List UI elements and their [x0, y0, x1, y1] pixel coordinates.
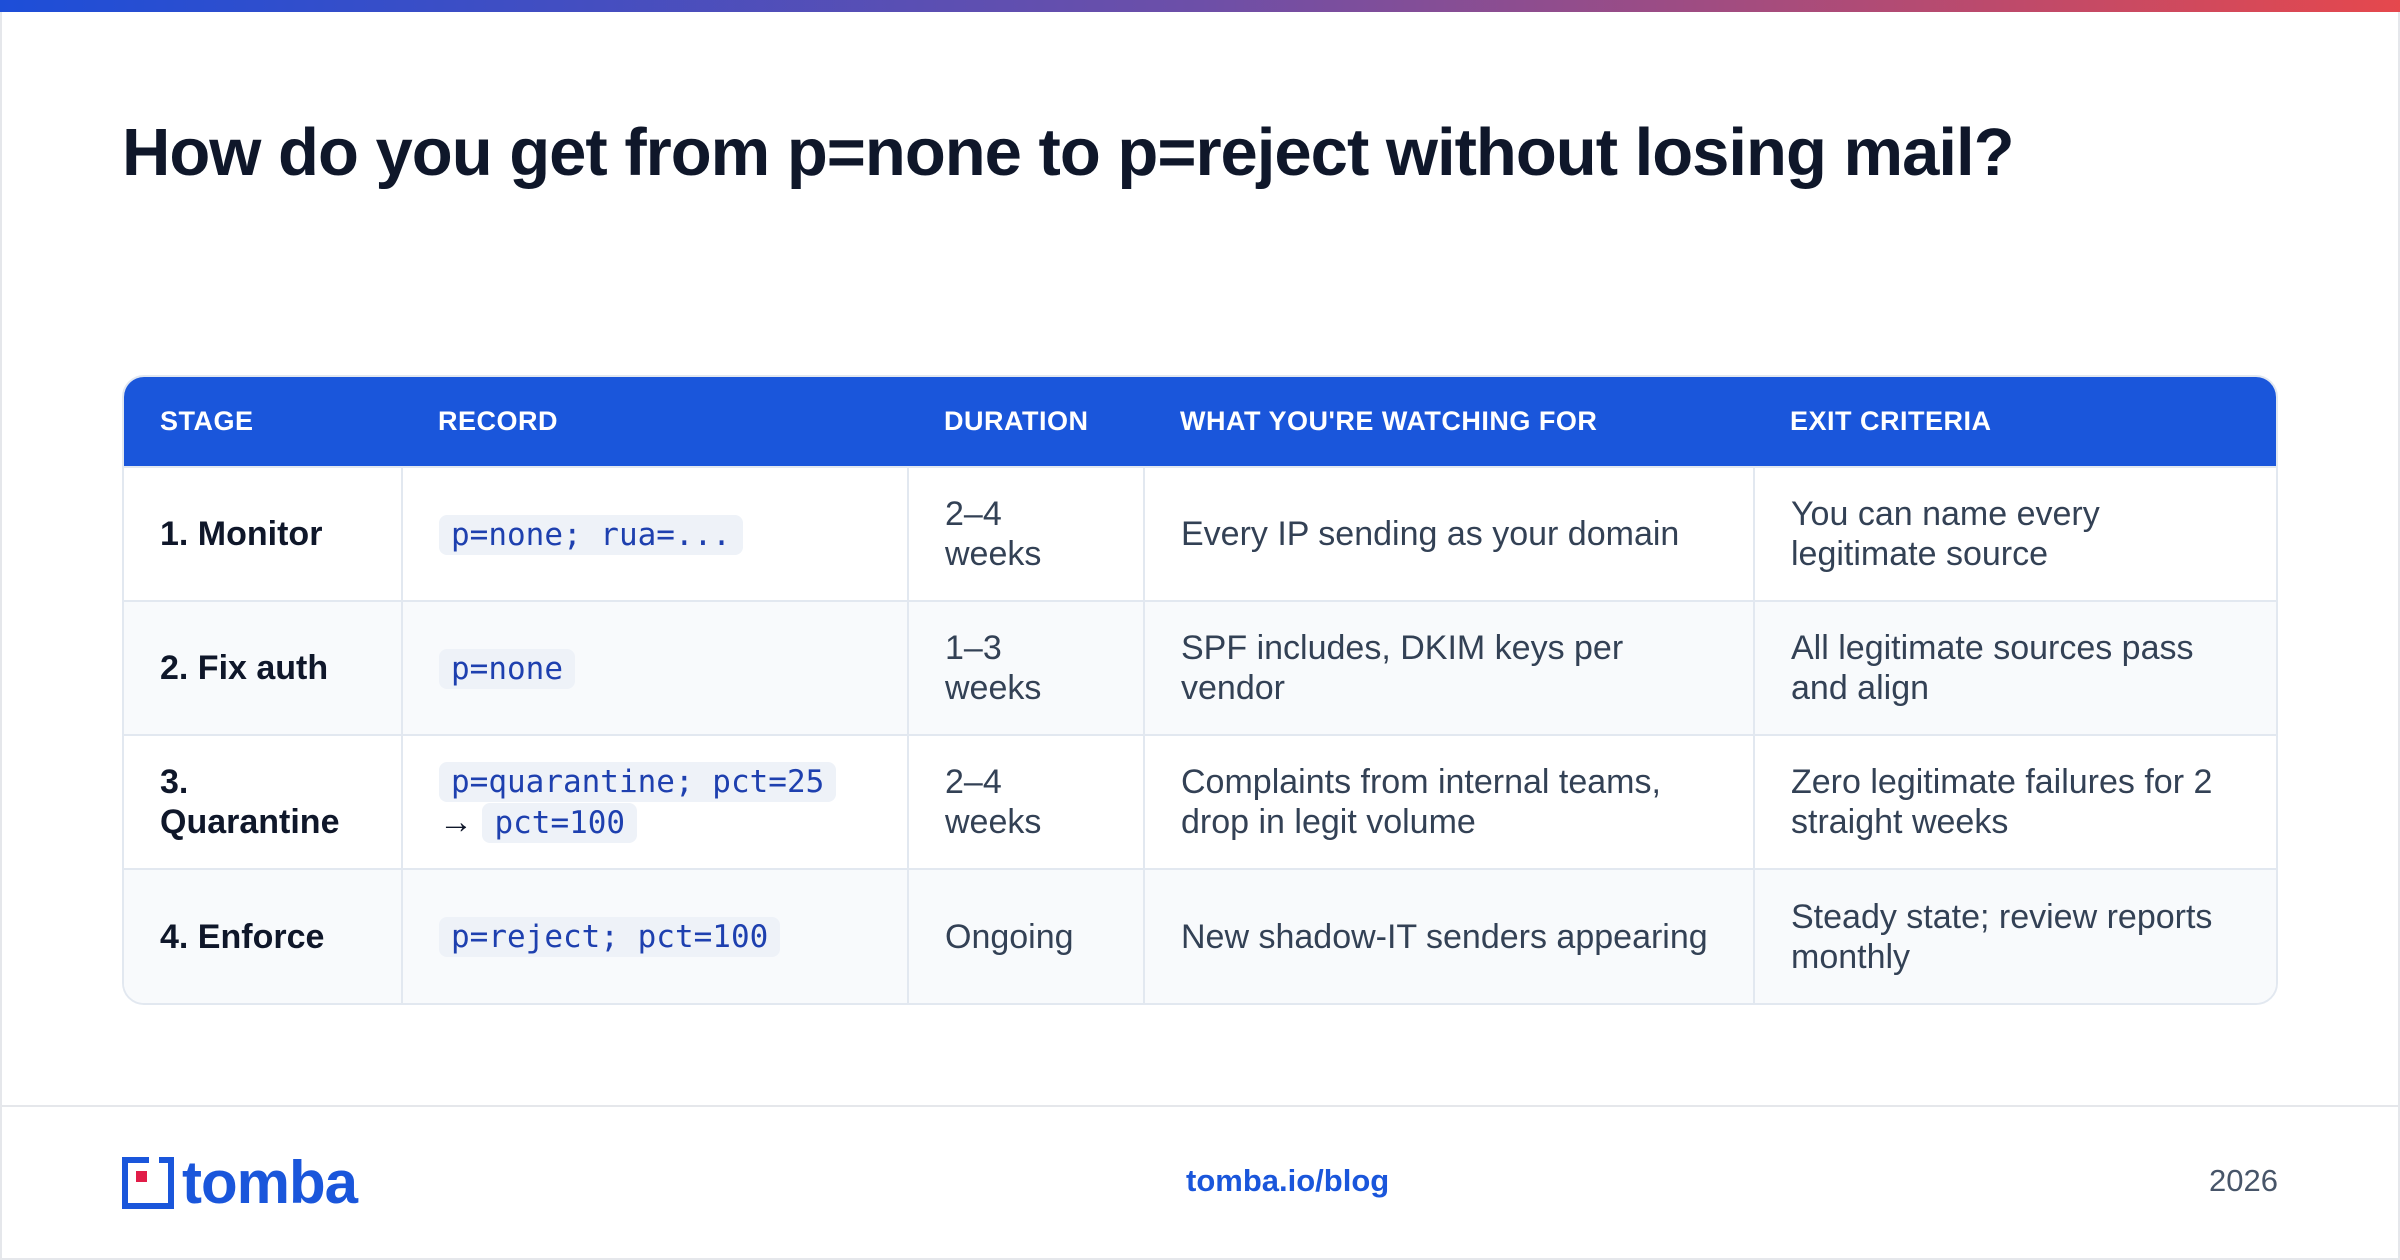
stage-cell: 3. Quarantine	[160, 763, 340, 841]
dmarc-stages-table: STAGE RECORD DURATION WHAT YOU'RE WATCHI…	[122, 375, 2278, 1005]
duration-cell: 2–4 weeks	[907, 735, 1144, 869]
header-watching: WHAT YOU'RE WATCHING FOR	[1180, 406, 1598, 436]
watching-cell: Complaints from internal teams, drop in …	[1143, 735, 1754, 869]
record-cell: p=none; rua=...	[401, 467, 908, 601]
exit-cell: Zero legitimate failures for 2 straight …	[1753, 735, 2276, 869]
record-code: p=none	[439, 648, 575, 689]
stage-cell: 4. Enforce	[160, 917, 325, 956]
tomba-logo[interactable]: tomba	[122, 1149, 358, 1216]
table-row: 1. Monitor p=none; rua=... 2–4 weeks Eve…	[124, 467, 2276, 601]
table-row: 2. Fix auth p=none 1–3 weeks SPF include…	[124, 601, 2276, 735]
header-record: RECORD	[438, 406, 559, 436]
record-cell: p=reject; pct=100	[401, 869, 908, 1003]
stage-cell: 2. Fix auth	[160, 649, 329, 687]
header-stage: STAGE	[160, 406, 254, 436]
top-gradient-bar	[0, 0, 2400, 12]
record-cell: p=none	[401, 601, 908, 735]
stage-cell: 1. Monitor	[160, 515, 323, 553]
tomba-logo-icon	[122, 1156, 174, 1209]
exit-cell: You can name every legitimate source	[1753, 467, 2276, 601]
footer-year: 2026	[2209, 1163, 2278, 1198]
header-exit-criteria: EXIT CRITERIA	[1790, 406, 1992, 436]
record-code: p=none; rua=...	[439, 514, 743, 555]
record-cell: p=quarantine; pct=25 → pct=100	[401, 735, 908, 869]
watching-cell: Every IP sending as your domain	[1143, 467, 1754, 601]
table-header-row: STAGE RECORD DURATION WHAT YOU'RE WATCHI…	[124, 377, 2276, 467]
header-duration: DURATION	[944, 406, 1089, 436]
table-row: 4. Enforce p=reject; pct=100 Ongoing New…	[124, 869, 2276, 1003]
page-title: How do you get from p=none to p=reject w…	[122, 115, 2015, 190]
duration-cell: 1–3 weeks	[907, 601, 1144, 735]
record-code: p=quarantine; pct=25	[439, 762, 837, 802]
table-row: 3. Quarantine p=quarantine; pct=25 → pct…	[124, 735, 2276, 869]
exit-cell: Steady state; review reports monthly	[1753, 869, 2276, 1003]
record-code-next: pct=100	[482, 803, 638, 843]
watching-cell: New shadow-IT senders appearing	[1143, 869, 1754, 1003]
duration-cell: Ongoing	[907, 869, 1144, 1003]
record-code: p=reject; pct=100	[439, 917, 781, 957]
watching-cell: SPF includes, DKIM keys per vendor	[1143, 601, 1754, 735]
logo-wordmark: tomba	[182, 1149, 358, 1216]
footer-divider	[0, 1105, 2400, 1107]
record-arrow: →	[439, 803, 473, 841]
blog-link[interactable]: tomba.io/blog	[1186, 1163, 1390, 1198]
duration-cell: 2–4 weeks	[907, 467, 1144, 601]
exit-cell: All legitimate sources pass and align	[1753, 601, 2276, 735]
